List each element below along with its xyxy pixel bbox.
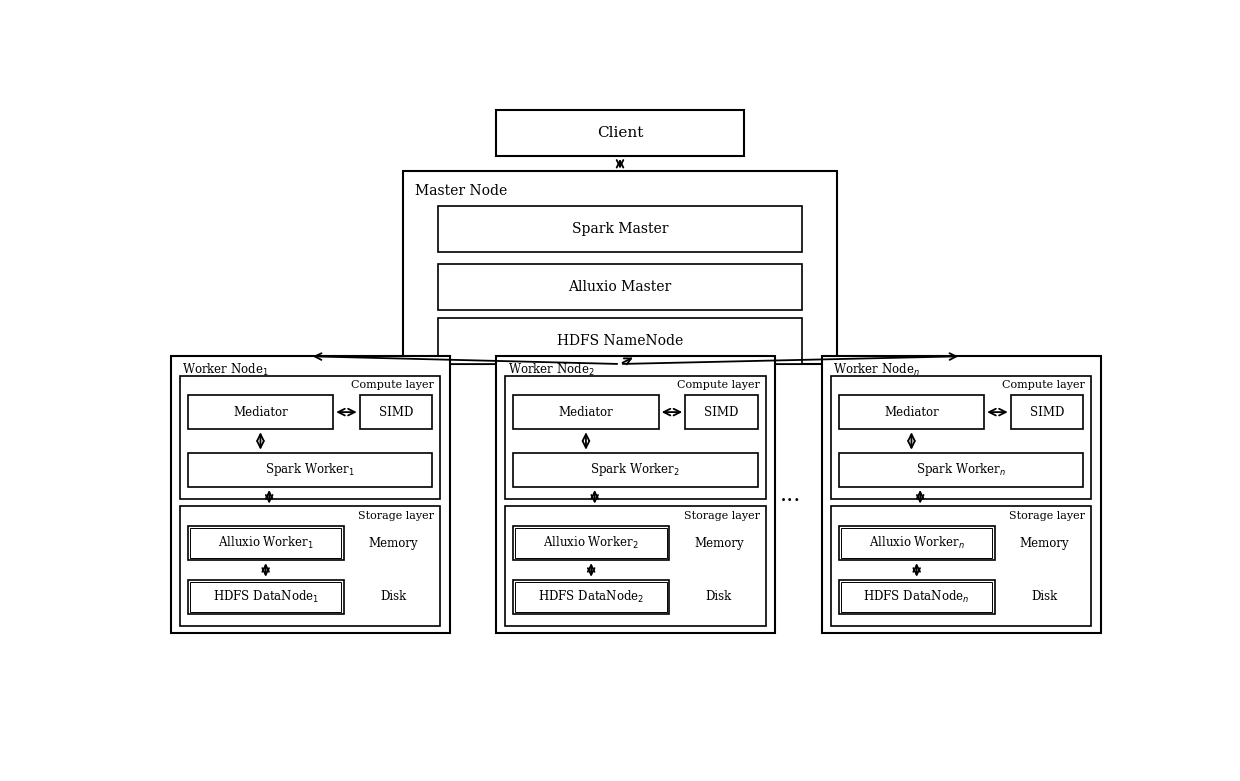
Bar — [841, 528, 992, 558]
Bar — [496, 356, 775, 633]
Text: Compute layer: Compute layer — [677, 380, 759, 390]
Bar — [180, 506, 440, 626]
Text: Storage layer: Storage layer — [358, 511, 434, 521]
Bar — [684, 394, 758, 430]
Text: SIMD: SIMD — [378, 405, 413, 419]
Text: HDFS NameNode: HDFS NameNode — [557, 334, 683, 348]
Bar — [190, 528, 341, 558]
Bar — [821, 356, 1101, 633]
Text: Storage layer: Storage layer — [683, 511, 759, 521]
Text: HDFS DataNode$_1$: HDFS DataNode$_1$ — [212, 589, 319, 605]
Text: ...: ... — [780, 484, 801, 506]
Text: Client: Client — [596, 126, 644, 140]
Bar — [841, 582, 992, 612]
Text: Alluxio Worker$_n$: Alluxio Worker$_n$ — [869, 535, 965, 551]
Bar — [506, 506, 766, 626]
Bar — [513, 452, 758, 487]
Text: Memory: Memory — [368, 537, 418, 550]
Bar — [831, 506, 1091, 626]
Bar — [496, 110, 744, 156]
Bar — [516, 528, 667, 558]
Text: Disk: Disk — [1032, 590, 1058, 604]
Text: Worker Node$_1$: Worker Node$_1$ — [182, 362, 269, 378]
Text: Spark Worker$_2$: Spark Worker$_2$ — [590, 462, 681, 479]
Text: Alluxio Worker$_2$: Alluxio Worker$_2$ — [543, 535, 639, 551]
Text: Mediator: Mediator — [558, 405, 614, 419]
Bar — [831, 376, 1091, 499]
Text: Storage layer: Storage layer — [1009, 511, 1085, 521]
Bar — [838, 580, 994, 614]
Bar — [438, 318, 802, 364]
Bar — [838, 394, 985, 430]
Text: SIMD: SIMD — [704, 405, 739, 419]
Bar — [190, 582, 341, 612]
Text: SIMD: SIMD — [1029, 405, 1064, 419]
Bar — [171, 356, 449, 633]
Text: Compute layer: Compute layer — [1002, 380, 1085, 390]
Text: Mediator: Mediator — [233, 405, 288, 419]
Bar — [513, 580, 670, 614]
Text: HDFS DataNode$_n$: HDFS DataNode$_n$ — [863, 589, 970, 605]
Bar — [516, 582, 667, 612]
Text: HDFS DataNode$_2$: HDFS DataNode$_2$ — [538, 589, 645, 605]
Text: Memory: Memory — [1019, 537, 1069, 550]
Bar — [506, 376, 766, 499]
Text: Disk: Disk — [706, 590, 732, 604]
Text: Disk: Disk — [381, 590, 407, 604]
Bar — [513, 526, 670, 560]
Text: Worker Node$_2$: Worker Node$_2$ — [507, 362, 594, 378]
Bar — [403, 172, 837, 364]
Bar — [438, 264, 802, 310]
Text: Worker Node$_n$: Worker Node$_n$ — [833, 362, 920, 378]
Bar — [187, 580, 343, 614]
Bar — [838, 452, 1084, 487]
Text: Compute layer: Compute layer — [351, 380, 434, 390]
Bar — [180, 376, 440, 499]
Text: Master Node: Master Node — [414, 184, 507, 198]
Text: Alluxio Master: Alluxio Master — [568, 280, 672, 294]
Bar — [838, 526, 994, 560]
Bar — [187, 452, 433, 487]
Bar — [187, 526, 343, 560]
Text: Mediator: Mediator — [884, 405, 939, 419]
Bar — [438, 206, 802, 252]
Text: Spark Master: Spark Master — [572, 223, 668, 236]
Text: Spark Worker$_1$: Spark Worker$_1$ — [265, 462, 355, 479]
Bar — [1011, 394, 1084, 430]
Bar — [513, 394, 658, 430]
Text: Memory: Memory — [694, 537, 744, 550]
Text: Alluxio Worker$_1$: Alluxio Worker$_1$ — [218, 535, 314, 551]
Bar — [360, 394, 433, 430]
Bar — [187, 394, 334, 430]
Text: Spark Worker$_n$: Spark Worker$_n$ — [916, 462, 1006, 479]
